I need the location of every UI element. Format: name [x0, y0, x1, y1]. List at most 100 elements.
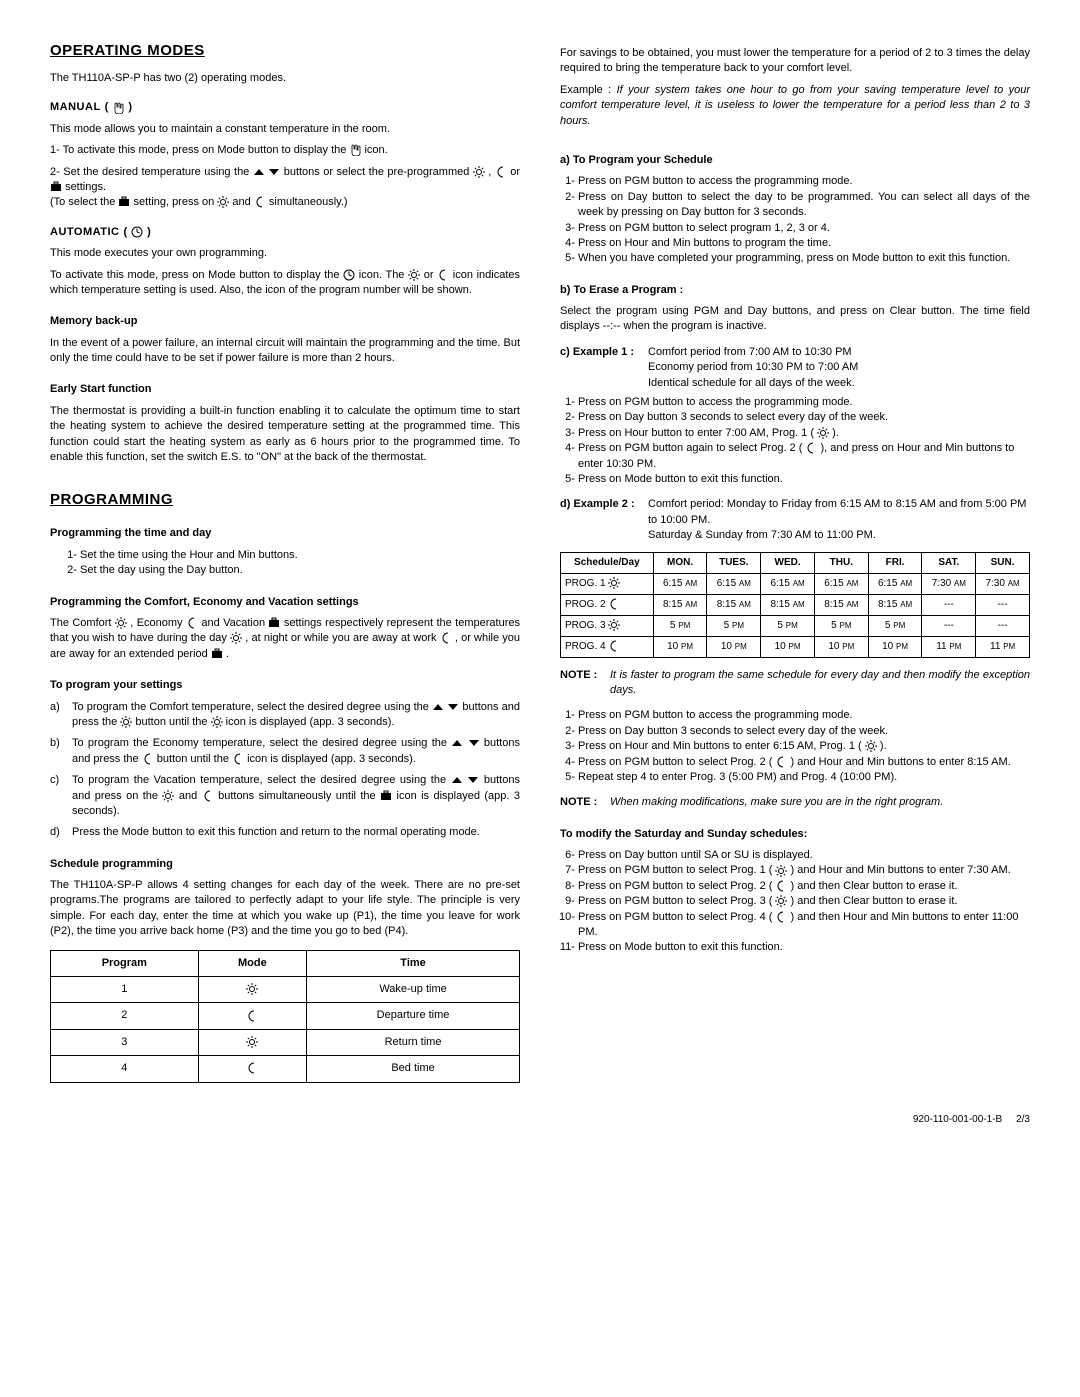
list-item: When you have completed your programming… — [578, 251, 1030, 266]
auto-label: AUTOMATIC — [50, 225, 119, 240]
right-column: For savings to be obtained, you must low… — [560, 40, 1030, 1093]
prog-time-day-h: Programming the time and day — [50, 526, 520, 541]
a-list: Press on PGM button to access the progra… — [560, 174, 1030, 266]
moon-icon — [775, 880, 787, 892]
vacation-icon — [211, 648, 223, 660]
up-icon — [432, 702, 444, 712]
moon-icon — [186, 617, 198, 629]
sun-icon — [162, 790, 174, 802]
example1-block: c) Example 1 : Comfort period from 7:00 … — [560, 345, 1030, 391]
sun-icon — [865, 740, 877, 752]
hand-icon — [112, 102, 124, 114]
moon-icon — [232, 753, 244, 765]
table-row: 2Departure time — [51, 1003, 520, 1029]
note-text: It is faster to program the same schedul… — [610, 668, 1030, 699]
moon-icon — [495, 166, 507, 178]
list-item: Press on Day button to select the day to… — [578, 190, 1030, 221]
b-heading: b) To Erase a Program : — [560, 283, 1030, 298]
list-item: Press on Day button until SA or SU is di… — [578, 848, 1030, 863]
sun-icon — [473, 166, 485, 178]
list-item: Press on Day button 3 seconds to select … — [578, 724, 1030, 739]
manual-label: MANUAL — [50, 100, 101, 115]
up-icon — [253, 167, 265, 177]
example2-label: d) Example 2 : — [560, 497, 640, 543]
up-icon — [451, 738, 463, 748]
list-item: Press on PGM button to access the progra… — [578, 708, 1030, 723]
note1: NOTE : It is faster to program the same … — [560, 668, 1030, 699]
moon-icon — [254, 196, 266, 208]
list-item: Press on Hour and Min buttons to program… — [578, 236, 1030, 251]
c-list: Press on PGM button to access the progra… — [560, 395, 1030, 487]
footer: 920-110-001-00-1-B 2/3 — [50, 1113, 1030, 1127]
list-item: b) To program the Economy temperature, s… — [50, 736, 520, 767]
intro-modes: The TH110A-SP-P has two (2) operating mo… — [50, 71, 520, 86]
page-number: 2/3 — [1016, 1114, 1030, 1125]
list-item: Press on Hour button to enter 7:00 AM, P… — [578, 426, 1030, 441]
col-header: TUES. — [707, 552, 761, 573]
moon-icon — [775, 911, 787, 923]
moon-icon — [202, 790, 214, 802]
sun-icon — [817, 427, 829, 439]
manual-heading: MANUAL ( ) — [50, 100, 520, 115]
moon-icon — [805, 442, 817, 454]
list-item: Press on PGM button again to select Prog… — [578, 441, 1030, 472]
pcev-text: The Comfort , Economy and Vacation setti… — [50, 616, 520, 662]
heading-operating-modes: OPERATING MODES — [50, 40, 520, 61]
list-item: Press on PGM button to select Prog. 2 ( … — [578, 879, 1030, 894]
moon-icon — [775, 756, 787, 768]
b-text: Select the program using PGM and Day but… — [560, 304, 1030, 335]
sched-heading: Schedule programming — [50, 857, 520, 872]
table-row: PROG. 1 6:15 AM6:15 AM6:15 AM6:15 AM6:15… — [561, 573, 1030, 594]
vacation-icon — [380, 790, 392, 802]
sun-icon — [120, 716, 132, 728]
doc-number: 920-110-001-00-1-B — [913, 1114, 1002, 1125]
vacation-icon — [118, 196, 130, 208]
example1-text: Comfort period from 7:00 AM to 10:30 PME… — [648, 345, 1030, 391]
col-header: Mode — [198, 950, 306, 976]
sun-icon — [408, 269, 420, 281]
heading-programming: PROGRAMMING — [50, 489, 520, 510]
up-icon — [451, 775, 463, 785]
schedule-table: Schedule/DayMON.TUES.WED.THU.FRI.SAT.SUN… — [560, 552, 1030, 658]
list-item: Press on Hour and Min buttons to enter 6… — [578, 739, 1030, 754]
early-text: The thermostat is providing a built-in f… — [50, 404, 520, 466]
auto-desc: This mode executes your own programming. — [50, 246, 520, 261]
col-header: WED. — [761, 552, 815, 573]
memory-heading: Memory back-up — [50, 314, 520, 329]
list-item: Press on Day button 3 seconds to select … — [578, 410, 1030, 425]
moon-icon — [437, 269, 449, 281]
a-heading: a) To Program your Schedule — [560, 153, 1030, 168]
sun-icon — [230, 632, 242, 644]
clock-icon — [131, 226, 143, 238]
program-table: Program Mode Time 1Wake-up time2Departur… — [50, 950, 520, 1083]
sun-icon — [115, 617, 127, 629]
table-row: 1Wake-up time — [51, 977, 520, 1003]
col-header: Program — [51, 950, 199, 976]
modify-heading: To modify the Saturday and Sunday schedu… — [560, 827, 1030, 842]
down-icon — [268, 167, 280, 177]
col-header: Schedule/Day — [561, 552, 654, 573]
early-heading: Early Start function — [50, 382, 520, 397]
tps-list: a) To program the Comfort temperature, s… — [50, 700, 520, 841]
list-item: Press on PGM button to select Prog. 1 ( … — [578, 863, 1030, 878]
sched-text: The TH110A-SP-P allows 4 setting changes… — [50, 878, 520, 940]
list-item: Press on PGM button to select Prog. 2 ( … — [578, 755, 1030, 770]
col-header: MON. — [653, 552, 707, 573]
modify-list: Press on Day button until SA or SU is di… — [560, 848, 1030, 956]
vacation-icon — [268, 617, 280, 629]
tps-heading: To program your settings — [50, 678, 520, 693]
list-item: d)Press the Mode button to exit this fun… — [50, 825, 520, 840]
note2: NOTE : When making modifications, make s… — [560, 795, 1030, 810]
pcev-heading: Programming the Comfort, Economy and Vac… — [50, 595, 520, 610]
table-row: 4Bed time — [51, 1056, 520, 1082]
moon-icon — [440, 632, 452, 644]
manual-step1: 1- To activate this mode, press on Mode … — [50, 143, 520, 158]
list-item: Press on PGM button to select program 1,… — [578, 221, 1030, 236]
automatic-heading: AUTOMATIC ( ) — [50, 225, 520, 240]
sun-icon — [775, 895, 787, 907]
list-item: Press on PGM button to select Prog. 3 ( … — [578, 894, 1030, 909]
list-item: Press on Mode button to exit this functi… — [578, 940, 1030, 955]
moon-icon — [142, 753, 154, 765]
note-label: NOTE : — [560, 668, 604, 699]
hand-icon — [349, 144, 361, 156]
